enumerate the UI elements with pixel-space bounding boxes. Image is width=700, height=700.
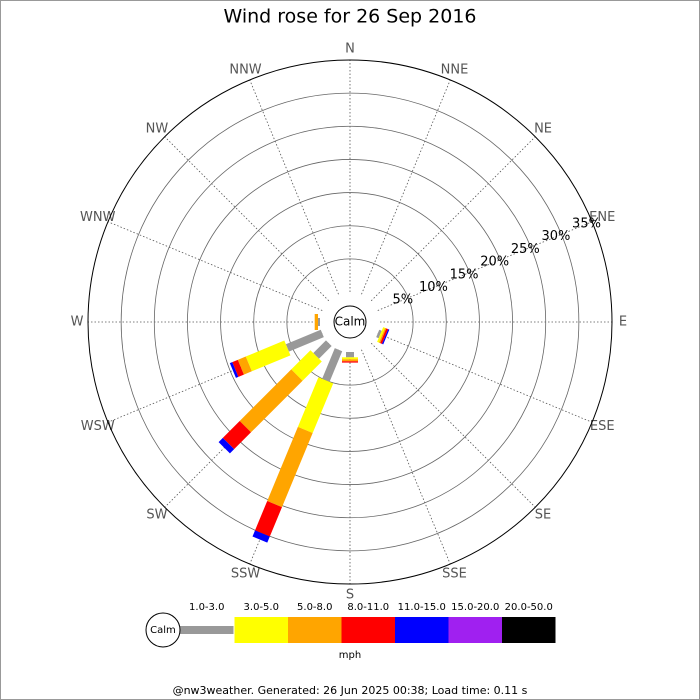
legend-swatch (448, 617, 502, 643)
wind-bar (297, 377, 334, 434)
direction-label: NNE (441, 62, 469, 77)
ring (120, 92, 580, 552)
footer: @nw3weather. Generated: 26 Jun 2025 00:3… (173, 684, 528, 697)
spoke (249, 79, 339, 295)
r-tick-label: 35% (572, 217, 601, 232)
wind-bar (291, 350, 322, 381)
wind-bar (377, 327, 386, 343)
direction-label: S (346, 588, 354, 603)
direction-label: WSW (81, 419, 115, 434)
ring (187, 159, 513, 485)
legend-label: 20.0-50.0 (505, 602, 553, 613)
wind-bar (239, 369, 303, 433)
legend-label: 1.0-3.0 (189, 602, 224, 613)
spoke (377, 221, 593, 311)
legend-swatch (502, 617, 556, 643)
wind-bar (285, 329, 324, 352)
wind-bar (218, 437, 235, 454)
ring (153, 125, 547, 519)
wind-bar (267, 426, 313, 508)
r-tick-label: 15% (450, 267, 479, 282)
wind-bar (313, 340, 332, 359)
legend-unit: mph (339, 650, 361, 661)
direction-label: E (619, 315, 627, 330)
spoke (370, 136, 536, 302)
ring (220, 192, 480, 452)
legend-label: 11.0-15.0 (398, 602, 446, 613)
direction-label: NNW (229, 62, 261, 77)
r-tick-label: 20% (480, 255, 509, 270)
spoke (370, 342, 536, 508)
legend-swatch (234, 617, 288, 643)
direction-label: SSW (231, 567, 261, 582)
r-tick-label: 5% (392, 293, 413, 308)
spoke (107, 221, 323, 311)
direction-label: SSE (442, 567, 467, 582)
legend-swatch (288, 617, 342, 643)
legend-calm (145, 612, 181, 648)
legend-swatch (341, 617, 395, 643)
calm-label: Calm (335, 315, 366, 329)
legend-label: 5.0-8.0 (297, 602, 332, 613)
wind-bar (232, 359, 244, 377)
calm-circle (333, 305, 367, 339)
spoke (361, 349, 451, 565)
r-tick-label: 10% (419, 280, 448, 295)
ring (253, 225, 447, 419)
spoke (377, 333, 593, 423)
direction-label: SE (535, 508, 551, 523)
direction-label: SW (146, 508, 167, 523)
wind-bar (380, 328, 389, 344)
legend-label: 8.0-11.0 (347, 602, 389, 613)
legend-calm-label: Calm (150, 625, 176, 636)
wind-bar (237, 356, 252, 375)
wind-bar (229, 362, 239, 378)
wind-bar (222, 420, 252, 450)
r-tick-label: 25% (511, 242, 540, 257)
direction-label: W (71, 315, 84, 330)
wind-bar (252, 530, 270, 543)
legend-label: 15.0-20.0 (451, 602, 499, 613)
spoke (164, 136, 330, 302)
ring (87, 59, 613, 585)
legend-swatch (395, 617, 449, 643)
chart-title: Wind rose for 26 Sep 2016 (223, 6, 476, 28)
direction-label: NW (146, 121, 169, 136)
direction-label: N (345, 42, 355, 57)
wind-bar (382, 329, 390, 345)
wind-bar (245, 340, 291, 372)
r-tick-label: 30% (541, 229, 570, 244)
wind-bar (376, 329, 382, 339)
legend-swatch (180, 626, 234, 634)
wind-bar (378, 327, 387, 344)
direction-label: WNW (80, 210, 116, 225)
direction-label: ESE (590, 419, 615, 434)
direction-label: NE (534, 121, 552, 136)
spoke (361, 79, 451, 295)
legend-label: 3.0-5.0 (244, 602, 279, 613)
direction-label: ENE (589, 210, 615, 225)
wind-bar (255, 500, 282, 537)
wind-bar (322, 348, 343, 382)
ring (286, 258, 414, 386)
